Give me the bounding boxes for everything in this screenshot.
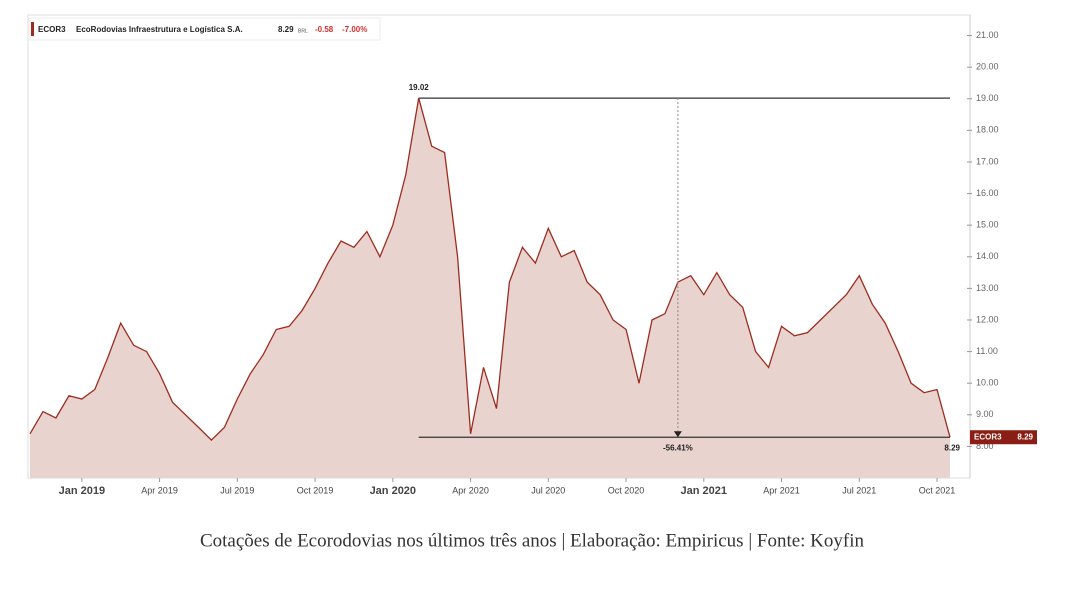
- x-tick-label: Jan 2021: [681, 485, 727, 497]
- y-tick-label: 12.00: [976, 314, 999, 324]
- y-tick-label: 14.00: [976, 251, 999, 261]
- header-price: 8.29: [278, 25, 294, 34]
- header-company: EcoRodovias Infraestrutura e Logística S…: [76, 25, 243, 34]
- y-tick-label: 8.00: [976, 441, 994, 451]
- header-currency: BRL: [298, 28, 308, 34]
- price-badge: [970, 430, 1037, 445]
- header-box: [29, 17, 381, 41]
- header-change-pct: -7.00%: [342, 25, 367, 34]
- x-tick-label: Jan 2020: [370, 485, 416, 497]
- area: [30, 98, 950, 478]
- x-tick-label: Oct 2020: [608, 485, 645, 495]
- y-tick-label: 21.00: [976, 30, 999, 40]
- y-tick-label: 9.00: [976, 409, 994, 419]
- header-accent: [31, 22, 34, 36]
- y-tick-label: 15.00: [976, 220, 999, 230]
- header-change: -0.58: [315, 25, 334, 34]
- y-tick-label: 18.00: [976, 125, 999, 135]
- y-tick-label: 10.00: [976, 378, 999, 388]
- y-tick-label: 11.00: [976, 346, 998, 356]
- x-tick-label: Jan 2019: [59, 485, 105, 497]
- drawdown-arrow: [673, 431, 682, 438]
- x-tick-label: Jul 2021: [842, 485, 876, 495]
- y-tick-label: 17.00: [976, 156, 999, 166]
- x-tick-label: Apr 2020: [452, 485, 489, 495]
- y-tick-label: 20.00: [976, 62, 999, 72]
- y-tick-label: 13.00: [976, 283, 999, 293]
- x-tick-label: Apr 2019: [141, 485, 178, 495]
- price-badge-ticker: ECOR3: [974, 432, 1002, 441]
- y-tick-label: 16.00: [976, 188, 999, 198]
- caption: Cotações de Ecorodovias nos últimos três…: [200, 530, 865, 551]
- x-tick-label: Apr 2021: [763, 485, 800, 495]
- x-tick-label: Jul 2019: [220, 485, 254, 495]
- peak-label: 19.02: [409, 83, 430, 92]
- header-ticker: ECOR3: [38, 25, 66, 34]
- x-tick-label: Oct 2019: [297, 485, 334, 495]
- price-badge-value: 8.29: [1017, 432, 1033, 441]
- last-label: 8.29: [944, 443, 960, 452]
- x-tick-label: Jul 2020: [531, 485, 565, 495]
- x-tick-label: Oct 2021: [919, 485, 956, 495]
- drawdown-label: -56.41%: [663, 443, 693, 452]
- line: [29, 97, 951, 442]
- y-tick-label: 19.00: [976, 93, 999, 103]
